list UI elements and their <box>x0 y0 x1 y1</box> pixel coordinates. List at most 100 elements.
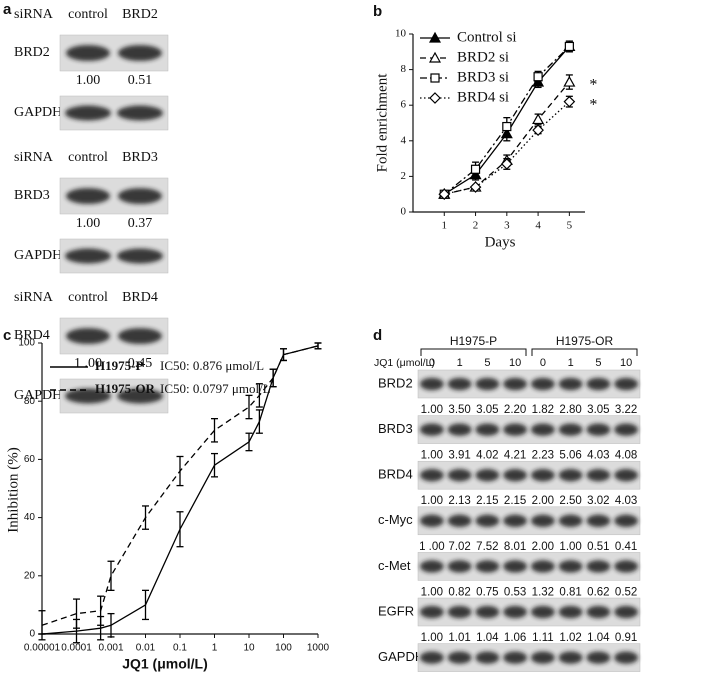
blot-band <box>586 377 611 391</box>
blot-band <box>531 469 555 482</box>
panel-letter: a <box>3 1 12 18</box>
quantification: 1.00 <box>559 541 581 553</box>
blot-band <box>420 469 444 482</box>
figure-content: a b c d siRNA control BRD2 BRD2 1.00 0.51 GAPDH siR… <box>3 1 641 672</box>
blot-band <box>531 605 555 619</box>
protein-label: GAPDH <box>14 105 62 120</box>
y-tick-label: 60 <box>24 454 36 465</box>
quantification: 8.01 <box>504 541 526 553</box>
dose-label: 10 <box>509 357 521 369</box>
quantification: 1.00 <box>76 216 101 231</box>
blot-band <box>447 651 472 664</box>
blot-band <box>420 514 444 527</box>
annotation: * <box>589 77 597 94</box>
y-tick-label: 4 <box>401 134 407 146</box>
quantification: 1.00 <box>421 586 443 598</box>
panel-letter: c <box>3 327 11 344</box>
series-line <box>444 101 570 195</box>
y-axis-label: Fold enrichment <box>374 73 390 173</box>
x-tick-label: 0.001 <box>98 643 123 654</box>
blot-band <box>475 560 500 573</box>
protein-label: GAPDH <box>378 649 424 664</box>
quantification: 0.53 <box>504 586 526 598</box>
blot-band <box>475 605 500 619</box>
x-tick-label: 1 <box>212 643 218 654</box>
y-tick-label: 20 <box>24 570 36 581</box>
quantification: 1.06 <box>504 632 526 644</box>
legend-label: Control si <box>457 29 517 45</box>
blot-band <box>420 423 444 436</box>
protein-label: BRD2 <box>378 375 413 390</box>
x-tick-label: 0.00001 <box>24 643 61 654</box>
blot-header: siRNA <box>14 7 54 22</box>
error-bar <box>245 432 253 452</box>
error-bar <box>211 418 218 443</box>
quantification: 1.02 <box>559 632 581 644</box>
y-tick-label: 100 <box>18 338 35 349</box>
protein-label: BRD3 <box>378 421 413 436</box>
blot-band <box>614 605 638 619</box>
blot-band <box>558 469 583 482</box>
quantification: 1.04 <box>476 632 499 644</box>
error-bar <box>255 409 263 434</box>
marker <box>532 113 545 125</box>
error-bar <box>97 595 105 626</box>
quantification: 1.01 <box>448 632 470 644</box>
treatment-label: JQ1 (μmol/L) <box>374 357 435 369</box>
quantification: 0.37 <box>128 216 153 231</box>
dose-label: 0 <box>429 357 435 369</box>
lane-label: BRD3 <box>122 150 158 165</box>
quantification: 0.52 <box>615 586 637 598</box>
blot-band <box>531 377 555 391</box>
quantification: 2.13 <box>448 495 470 507</box>
blot-band <box>475 514 500 527</box>
error-bar <box>245 394 253 420</box>
protein-label: c-Myc <box>378 512 413 527</box>
blot-band <box>447 423 472 436</box>
dose-label: 1 <box>568 357 574 369</box>
dose-label: 5 <box>595 357 601 369</box>
quantification: 4.02 <box>476 450 498 462</box>
protein-label: EGFR <box>378 603 414 618</box>
y-tick-label: 10 <box>395 28 407 40</box>
blot-band <box>65 388 111 404</box>
blot-band <box>558 377 583 391</box>
dose-label: 1 <box>457 357 463 369</box>
x-tick-label: 2 <box>473 220 479 232</box>
blot-band <box>531 514 555 527</box>
y-tick-label: 8 <box>401 63 407 75</box>
blot-band <box>586 514 611 527</box>
quantification: 1.00 <box>421 404 443 416</box>
annotation: * <box>589 96 597 113</box>
x-tick-label: 100 <box>275 643 292 654</box>
lane-label: BRD2 <box>122 7 158 22</box>
error-bar <box>280 348 287 362</box>
series-line <box>41 345 319 635</box>
x-tick-label: 0.0001 <box>61 643 92 654</box>
marker <box>533 72 543 82</box>
blot-band <box>614 469 638 482</box>
quantification: 2.00 <box>532 495 554 507</box>
blot-band <box>614 377 638 391</box>
blot-band <box>447 560 472 573</box>
marker <box>502 121 512 132</box>
group-bracket <box>531 348 638 356</box>
lane-label: control <box>68 290 108 305</box>
blot-band <box>586 651 611 664</box>
quantification: 1.00 <box>421 450 443 462</box>
error-bar <box>107 612 115 638</box>
quantification: 5.06 <box>559 450 581 462</box>
x-tick-label: 1000 <box>307 643 330 654</box>
marker <box>470 164 481 174</box>
blot-band <box>447 377 472 391</box>
error-bar <box>314 342 322 350</box>
quantification: 0.41 <box>615 541 637 553</box>
marker <box>500 158 513 170</box>
group-label: H1975-P <box>450 334 497 348</box>
quantification: 3.22 <box>615 404 637 416</box>
legend-label: BRD4 si <box>457 89 509 105</box>
blot-band <box>614 560 638 573</box>
blot-header: siRNA <box>14 290 54 305</box>
dose-label: 10 <box>620 357 632 369</box>
x-tick-label: 10 <box>243 643 255 654</box>
